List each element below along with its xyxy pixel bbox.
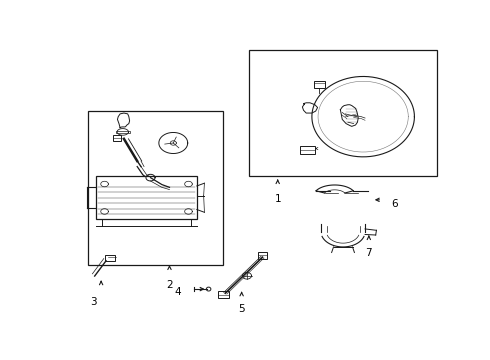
Text: 6: 6	[392, 199, 398, 209]
Bar	[249, 50, 437, 176]
Bar	[88, 111, 222, 265]
Text: 4: 4	[174, 287, 181, 297]
Text: 7: 7	[366, 248, 372, 258]
Bar	[314, 81, 325, 87]
Bar	[300, 146, 315, 154]
Text: 5: 5	[238, 304, 245, 314]
Bar	[113, 135, 121, 141]
Text: 1: 1	[274, 194, 281, 204]
Bar	[116, 131, 129, 133]
Bar	[219, 291, 229, 298]
Bar	[96, 176, 197, 219]
Bar	[258, 252, 268, 258]
Text: 3: 3	[90, 297, 97, 307]
Text: 2: 2	[166, 280, 173, 290]
